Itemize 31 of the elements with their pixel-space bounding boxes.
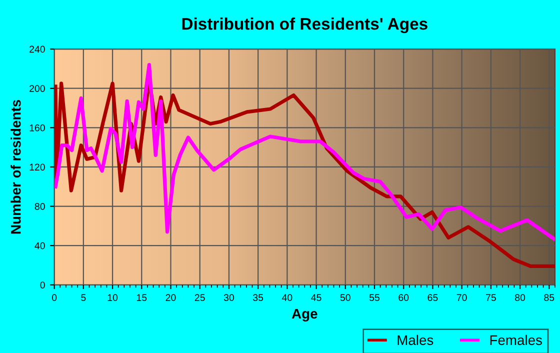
x-tick-label: 40 — [282, 294, 292, 302]
y-tick-label: 160 — [30, 124, 45, 132]
legend-label: Females — [490, 334, 542, 346]
x-tick-label: 60 — [398, 294, 409, 302]
x-tick-label: 15 — [136, 294, 147, 302]
y-tick-label: 240 — [30, 46, 45, 53]
y-tick-label: 120 — [30, 164, 45, 171]
x-tick-label: 35 — [253, 294, 264, 302]
x-tick-label: 0 — [52, 294, 57, 302]
x-tick-label: 65 — [428, 294, 438, 302]
y-tick-label: 80 — [34, 203, 45, 210]
y-tick-label: 0 — [40, 282, 45, 288]
x-axis-title: Age — [292, 308, 318, 322]
x-tick-label: 75 — [486, 294, 496, 302]
x-tick-label: 20 — [166, 294, 176, 302]
y-tick-label: 200 — [30, 85, 45, 92]
x-tick-label: 45 — [311, 294, 322, 302]
x-tick-label: 30 — [224, 294, 234, 302]
x-tick-label: 10 — [108, 294, 118, 302]
x-tick-label: 5 — [81, 294, 86, 302]
x-tick-label: 80 — [515, 294, 526, 302]
legend-label: Males — [398, 334, 434, 346]
y-tick-label: 40 — [34, 242, 45, 250]
line-series — [54, 62, 555, 240]
x-tick-label: 70 — [456, 294, 467, 302]
x-tick-label: 85 — [544, 294, 554, 302]
x-tick-label: 55 — [369, 294, 380, 302]
y-axis-title: Number of residents — [10, 100, 21, 234]
x-tick-label: 25 — [194, 294, 205, 302]
chart-title: Distribution of Residents' Ages — [182, 18, 428, 34]
x-tick-label: 50 — [340, 294, 350, 302]
